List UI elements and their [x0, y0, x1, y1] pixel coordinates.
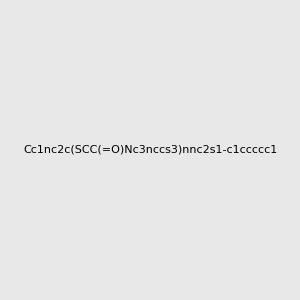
Text: Cc1nc2c(SCC(=O)Nc3nccs3)nnc2s1-c1ccccc1: Cc1nc2c(SCC(=O)Nc3nccs3)nnc2s1-c1ccccc1 — [23, 145, 277, 155]
